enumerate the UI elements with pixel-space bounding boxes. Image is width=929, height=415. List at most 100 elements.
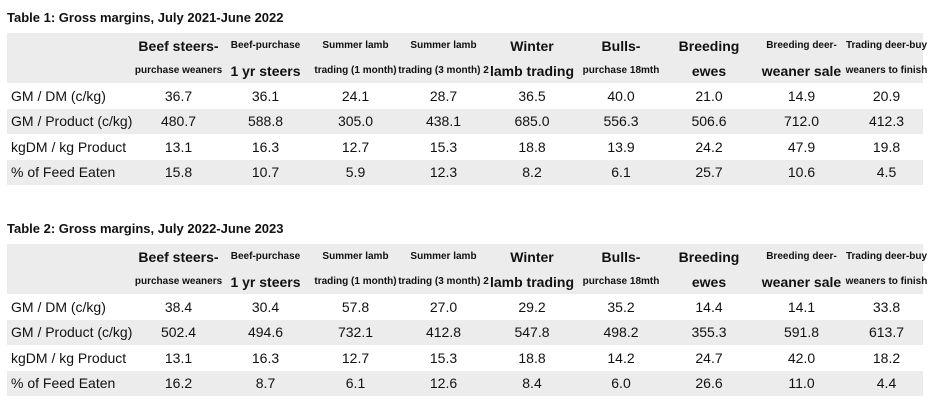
cell-value: 27.0 [429, 298, 458, 315]
column-header: Winter [510, 37, 554, 54]
column-header: trading (1 month) [314, 65, 397, 76]
column-header: 1 yr steers [230, 273, 301, 290]
cell-value: 24.2 [695, 138, 723, 155]
row-label: kgDM / kg Product [11, 349, 127, 366]
column-header: purchase 18mth [582, 65, 660, 76]
cell-value: 57.8 [341, 298, 370, 315]
row-label: % of Feed Eaten [11, 375, 116, 392]
cell-value: 38.4 [164, 298, 193, 315]
column-header: ewes [691, 62, 727, 79]
cell-value: 47.9 [787, 138, 816, 155]
column-header: Breeding [678, 37, 740, 54]
cell-value: 10.7 [251, 164, 280, 181]
column-header: weaners to finish [845, 276, 928, 287]
column-header: Trading deer-buy [845, 40, 928, 51]
row-bg [7, 319, 923, 345]
row-label: kgDM / kg Product [11, 138, 127, 155]
row-label: GM / Product (c/kg) [11, 324, 133, 341]
cell-value: 29.2 [518, 298, 546, 315]
cell-value: 16.2 [164, 375, 193, 392]
column-header: Winter [510, 248, 554, 265]
column-header: Summer lamb [322, 251, 389, 262]
table-title: Table 2: Gross margins, July 2022-June 2… [7, 221, 284, 236]
column-header: trading (1 month) [314, 276, 397, 287]
cell-value: 12.7 [341, 138, 370, 155]
cell-value: 412.8 [425, 324, 462, 341]
column-header: weaner sale [761, 62, 842, 79]
cell-value: 8.2 [522, 164, 542, 181]
cell-value: 33.8 [872, 298, 901, 315]
cell-value: 36.5 [518, 87, 546, 104]
cell-value: 16.3 [251, 138, 280, 155]
cell-value: 25.7 [695, 164, 723, 181]
cell-value: 480.7 [160, 113, 197, 130]
column-header: Beef-purchase [230, 40, 301, 51]
cell-value: 15.8 [164, 164, 193, 181]
column-header: lamb trading [489, 273, 574, 290]
column-header: trading (3 month) 2 [398, 276, 489, 287]
cell-value: 16.3 [251, 349, 280, 366]
cell-value: 26.6 [695, 375, 723, 392]
cell-value: 35.2 [607, 298, 635, 315]
column-header: Summer lamb [410, 251, 477, 262]
row-label: GM / Product (c/kg) [11, 113, 133, 130]
column-header: Beef steers- [138, 248, 219, 265]
cell-value: 11.0 [788, 375, 815, 392]
cell-value: 8.7 [255, 375, 276, 392]
cell-value: 18.2 [872, 349, 901, 366]
cell-value: 36.7 [164, 87, 193, 104]
column-header: Summer lamb [322, 40, 389, 51]
column-header: weaner sale [761, 273, 842, 290]
column-header: lamb trading [489, 62, 574, 79]
cell-value: 36.1 [251, 87, 280, 104]
cell-value: 556.3 [603, 113, 639, 130]
cell-value: 4.4 [876, 375, 897, 392]
cell-value: 498.2 [603, 324, 639, 341]
cell-value: 412.3 [868, 113, 905, 130]
table-title: Table 1: Gross margins, July 2021-June 2… [7, 10, 284, 25]
header-bg [7, 244, 923, 294]
column-header: Bulls- [601, 248, 641, 265]
cell-value: 18.8 [518, 349, 546, 366]
cell-value: 5.9 [345, 164, 366, 181]
cell-value: 685.0 [514, 113, 550, 130]
cell-value: 19.8 [872, 138, 901, 155]
cell-value: 13.1 [164, 349, 193, 366]
column-header: purchase weaners [134, 276, 223, 287]
cell-value: 18.8 [518, 138, 546, 155]
cell-value: 6.1 [345, 375, 366, 392]
column-header: weaners to finish [845, 65, 928, 76]
cell-value: 506.6 [691, 113, 727, 130]
cell-value: 547.8 [514, 324, 550, 341]
cell-value: 10.6 [787, 164, 816, 181]
cell-value: 14.1 [787, 298, 816, 315]
cell-value: 6.1 [611, 164, 631, 181]
cell-value: 12.3 [429, 164, 458, 181]
cell-value: 712.0 [783, 113, 820, 130]
column-header: purchase weaners [134, 65, 223, 76]
cell-value: 502.4 [160, 324, 197, 341]
cell-value: 438.1 [425, 113, 462, 130]
column-header: 1 yr steers [230, 62, 301, 79]
cell-value: 12.6 [429, 375, 458, 392]
cell-value: 13.9 [607, 138, 635, 155]
cell-value: 42.0 [787, 349, 816, 366]
column-header: Breeding deer- [766, 251, 837, 262]
column-header: Trading deer-buy [845, 251, 928, 262]
cell-value: 24.7 [695, 349, 723, 366]
cell-value: 6.0 [611, 375, 631, 392]
row-bg [7, 370, 923, 396]
cell-value: 21.0 [695, 87, 723, 104]
column-header: Beef steers- [138, 37, 219, 54]
cell-value: 30.4 [251, 298, 280, 315]
column-header: ewes [691, 273, 727, 290]
column-header: Breeding deer- [766, 40, 837, 51]
cell-value: 14.2 [607, 349, 635, 366]
cell-value: 28.7 [429, 87, 458, 104]
cell-value: 13.1 [164, 138, 193, 155]
cell-value: 12.7 [341, 349, 370, 366]
cell-value: 4.5 [876, 164, 897, 181]
column-header: Bulls- [601, 37, 641, 54]
row-label: % of Feed Eaten [11, 164, 116, 181]
row-bg [7, 159, 923, 185]
